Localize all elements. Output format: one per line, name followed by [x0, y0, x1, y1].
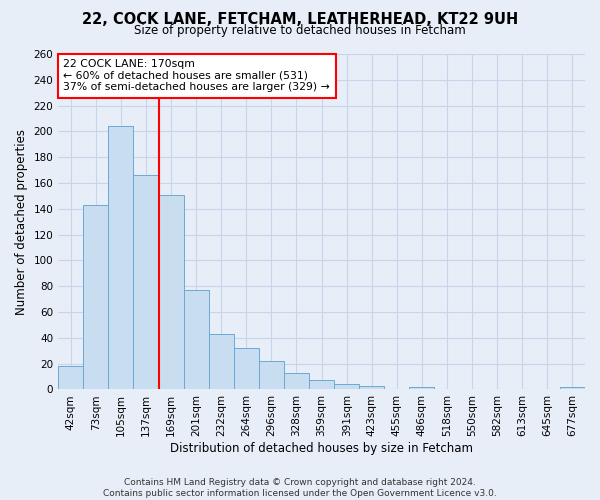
Bar — [184, 290, 209, 390]
Bar — [158, 194, 184, 390]
X-axis label: Distribution of detached houses by size in Fetcham: Distribution of detached houses by size … — [170, 442, 473, 455]
Y-axis label: Number of detached properties: Number of detached properties — [15, 128, 28, 314]
Bar — [334, 384, 359, 390]
Bar — [560, 387, 585, 390]
Bar — [284, 372, 309, 390]
Bar — [83, 205, 109, 390]
Bar — [58, 366, 83, 390]
Text: Contains HM Land Registry data © Crown copyright and database right 2024.
Contai: Contains HM Land Registry data © Crown c… — [103, 478, 497, 498]
Text: 22 COCK LANE: 170sqm
← 60% of detached houses are smaller (531)
37% of semi-deta: 22 COCK LANE: 170sqm ← 60% of detached h… — [64, 59, 330, 92]
Bar — [259, 361, 284, 390]
Bar — [409, 387, 434, 390]
Bar — [359, 386, 385, 390]
Text: Size of property relative to detached houses in Fetcham: Size of property relative to detached ho… — [134, 24, 466, 37]
Bar — [234, 348, 259, 390]
Bar — [133, 176, 158, 390]
Bar — [209, 334, 234, 390]
Bar — [309, 380, 334, 390]
Text: 22, COCK LANE, FETCHAM, LEATHERHEAD, KT22 9UH: 22, COCK LANE, FETCHAM, LEATHERHEAD, KT2… — [82, 12, 518, 26]
Bar — [109, 126, 133, 390]
